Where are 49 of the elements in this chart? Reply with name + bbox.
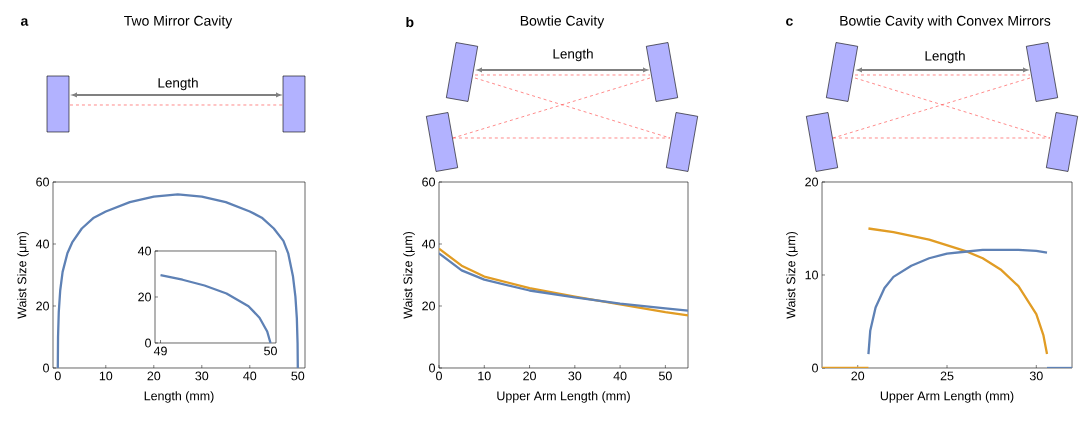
y-tick-label: 40 — [137, 246, 151, 256]
x-tick-label: 10 — [99, 371, 113, 381]
x-tick-label: 20 — [851, 371, 865, 381]
x-axis-title: Upper Arm Length (mm) — [880, 391, 1014, 403]
y-tick-label: 20 — [805, 177, 818, 187]
x-tick-label: 0 — [436, 371, 442, 381]
y-tick-label: 0 — [429, 363, 435, 373]
line-series — [159, 274, 272, 343]
x-tick-label: 10 — [478, 371, 491, 381]
y-tick-label: 40 — [35, 239, 49, 249]
text: c — [786, 18, 793, 26]
y-tick-label: 60 — [422, 177, 435, 187]
y-tick-label: 20 — [422, 301, 435, 311]
chart-title: Bowtie Cavity with Convex Mirrors — [840, 15, 1051, 29]
x-axis-title: Length (mm) — [144, 391, 214, 403]
x-tick-label: 30 — [568, 371, 582, 381]
x-tick-label: 25 — [940, 371, 954, 381]
x-tick-label: 20 — [147, 371, 161, 381]
y-tick-label: 0 — [812, 363, 819, 373]
text: Length — [925, 50, 965, 64]
x-tick-label: 30 — [195, 371, 209, 381]
x-tick-label: 20 — [523, 371, 536, 381]
y-axis-title: Waist Size (μm) — [403, 231, 415, 319]
y-tick-label: 0 — [43, 363, 49, 373]
y-axis-title: Waist Size (μm) — [786, 231, 798, 319]
line-series — [867, 227, 1049, 356]
x-tick-label: 50 — [658, 371, 672, 381]
x-tick-label: 50 — [291, 371, 305, 381]
chart-title: Bowtie Cavity — [520, 15, 605, 29]
text: b — [406, 16, 414, 28]
x-tick-label: 40 — [613, 371, 627, 381]
x-tick-label: 30 — [1029, 371, 1043, 381]
y-tick-label: 0 — [145, 338, 151, 348]
x-tick-label: 40 — [243, 371, 257, 381]
y-tick-label: 20 — [36, 301, 49, 311]
text: a — [20, 18, 29, 26]
x-axis-title: Upper Arm Length (mm) — [497, 391, 630, 403]
x-tick-label: 0 — [54, 371, 61, 381]
line-series — [56, 193, 299, 368]
y-axis-title: Waist Size (μm) — [17, 231, 29, 319]
text: Length — [158, 77, 198, 91]
y-tick-label: 60 — [36, 177, 49, 187]
text: Length — [553, 48, 593, 62]
x-tick-label: 49 — [153, 346, 167, 356]
y-tick-label: 40 — [421, 239, 435, 249]
y-tick-label: 20 — [138, 292, 151, 302]
chart-title: Two Mirror Cavity — [124, 15, 233, 29]
x-tick-label: 50 — [264, 346, 277, 356]
y-tick-label: 10 — [805, 270, 818, 280]
